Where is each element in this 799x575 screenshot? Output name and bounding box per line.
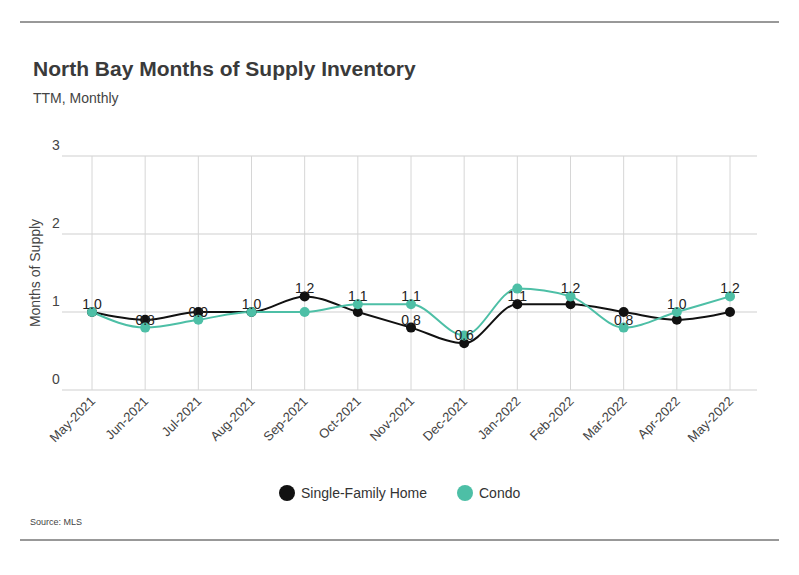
x-grid-line xyxy=(145,156,146,390)
marker xyxy=(300,307,310,317)
series-line xyxy=(92,289,730,336)
y-tick-label: 2 xyxy=(52,215,60,231)
source: Source: MLS xyxy=(30,517,82,527)
x-grid-line xyxy=(676,156,677,390)
marker xyxy=(725,307,735,317)
legend-marker xyxy=(457,485,473,501)
subtitle: TTM, Monthly xyxy=(33,90,119,106)
x-tick-label: Jan-2022 xyxy=(475,394,524,443)
y-tick-label: 0 xyxy=(52,371,60,387)
data-label: 0.6 xyxy=(454,327,474,343)
x-tick-label: Sep-2021 xyxy=(260,394,310,444)
x-tick-label: Nov-2021 xyxy=(367,394,417,444)
chart: North Bay Months of Supply Inventory TTM,… xyxy=(0,0,799,575)
x-tick-label: Aug-2021 xyxy=(207,394,257,444)
y-grid-line xyxy=(62,156,757,157)
data-label: 1.1 xyxy=(348,288,368,304)
y-grid-line xyxy=(62,234,757,235)
y-tick-label: 3 xyxy=(52,137,60,153)
data-label: 1.1 xyxy=(401,288,421,304)
x-tick-label: Oct-2021 xyxy=(316,394,364,442)
x-grid-line xyxy=(464,156,465,390)
x-tick-label: May-2021 xyxy=(47,394,98,445)
x-grid-line xyxy=(304,156,305,390)
data-label: 0.8 xyxy=(614,312,634,328)
y-grid-line xyxy=(62,390,757,391)
plot-area xyxy=(87,284,735,349)
data-label: 1.0 xyxy=(82,296,102,312)
legend-marker xyxy=(279,485,295,501)
x-grid-line xyxy=(570,156,571,390)
data-label: 0.8 xyxy=(135,312,155,328)
legend-label: Condo xyxy=(479,485,520,501)
x-tick-label: Jul-2021 xyxy=(159,394,205,440)
x-grid-line xyxy=(517,156,518,390)
y-tick-label: 1 xyxy=(52,293,60,309)
data-label: 1.2 xyxy=(295,280,315,296)
data-label: 0.8 xyxy=(401,312,421,328)
data-label: 1.2 xyxy=(720,280,740,296)
x-tick-label: Dec-2021 xyxy=(420,394,470,444)
y-axis-label: Months of Supply xyxy=(27,219,43,327)
legend-label: Single-Family Home xyxy=(301,485,427,501)
data-labels: 1.0 1.0 1.2 0.8 0.6 1.1 0.8 0.9 1.1 1.1 1.2 0.8 1.0 1… xyxy=(82,280,740,343)
x-tick-label: Feb-2022 xyxy=(527,394,577,444)
x-grid-line xyxy=(92,156,93,390)
x-tick-label: May-2022 xyxy=(685,394,736,445)
data-label: 1.1 xyxy=(508,288,528,304)
x-tick-label: Apr-2022 xyxy=(635,394,683,442)
data-label: 1.2 xyxy=(561,280,581,296)
x-tick-label: Mar-2022 xyxy=(580,394,630,444)
title: North Bay Months of Supply Inventory xyxy=(33,57,416,80)
x-grid-line xyxy=(623,156,624,390)
x-grid-line xyxy=(730,156,731,390)
bottom-rule xyxy=(20,540,779,541)
data-label: 1.0 xyxy=(242,296,262,312)
x-grid-line xyxy=(411,156,412,390)
data-label: 0.9 xyxy=(189,304,209,320)
x-grid-line xyxy=(357,156,358,390)
data-label: 1.0 xyxy=(667,296,687,312)
x-tick-label: Jun-2021 xyxy=(102,394,151,443)
x-grid-line xyxy=(251,156,252,390)
top-rule xyxy=(20,22,779,23)
x-grid-line xyxy=(198,156,199,390)
